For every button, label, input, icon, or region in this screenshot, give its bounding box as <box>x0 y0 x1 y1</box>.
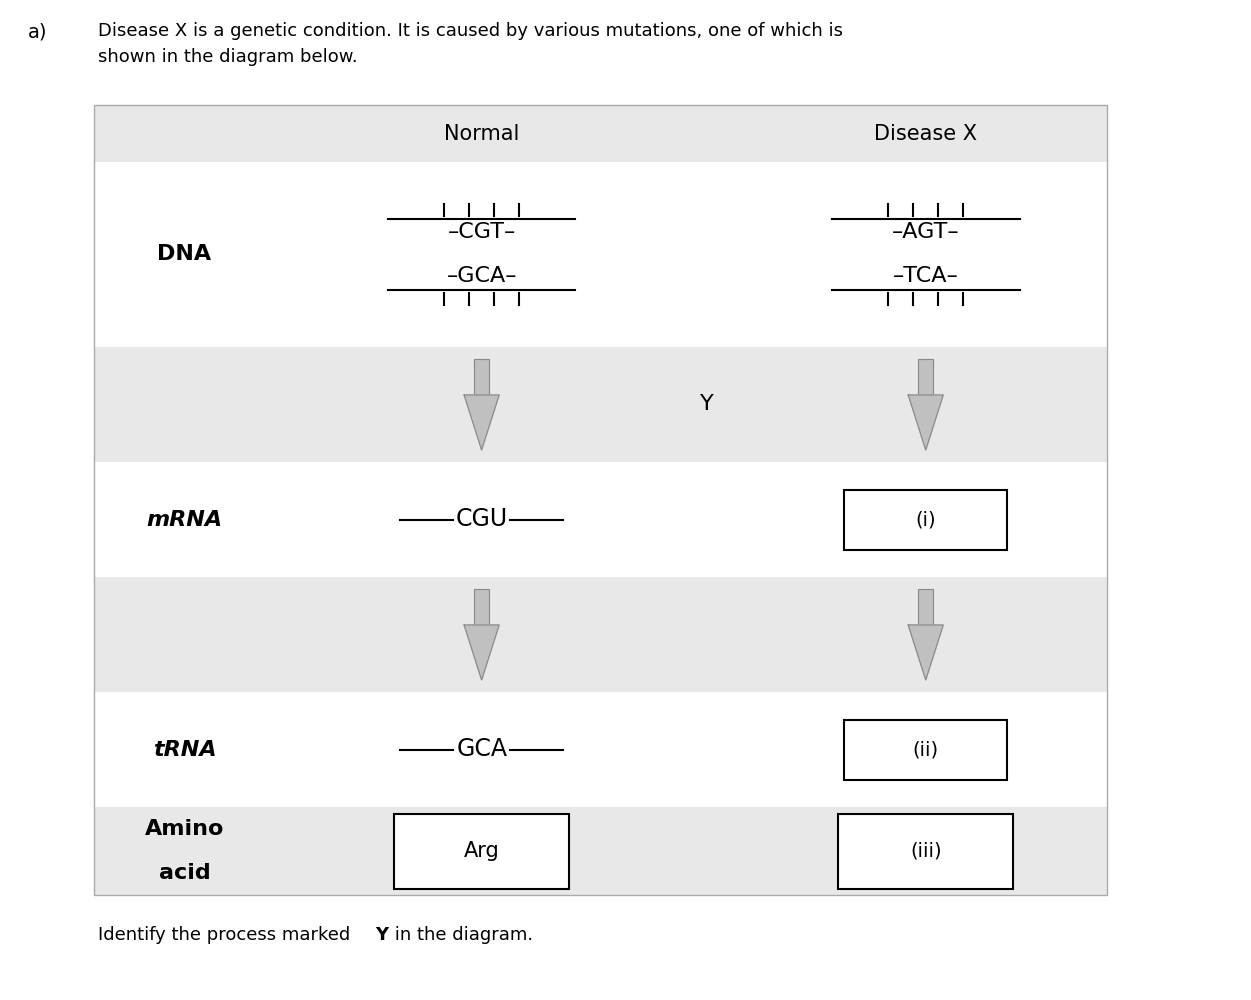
Text: Normal: Normal <box>444 123 519 143</box>
Text: shown in the diagram below.: shown in the diagram below. <box>98 48 358 66</box>
Polygon shape <box>464 395 499 450</box>
Text: Amino: Amino <box>145 819 224 839</box>
Bar <box>474 359 489 395</box>
Text: (iii): (iii) <box>909 841 942 860</box>
Text: Disease X is a genetic condition. It is caused by various mutations, one of whic: Disease X is a genetic condition. It is … <box>98 22 843 40</box>
Text: Identify the process marked: Identify the process marked <box>98 926 355 944</box>
Bar <box>94 105 1107 895</box>
Bar <box>94 162 1107 347</box>
Text: mRNA: mRNA <box>146 509 223 529</box>
Text: acid: acid <box>159 863 210 883</box>
Bar <box>94 462 1107 577</box>
Text: (ii): (ii) <box>913 740 938 759</box>
Text: CGU: CGU <box>455 507 508 531</box>
Text: –GCA–: –GCA– <box>447 266 517 286</box>
Bar <box>394 814 569 888</box>
Bar <box>94 807 1107 895</box>
Text: tRNA: tRNA <box>153 739 216 760</box>
Bar <box>918 589 933 625</box>
Text: Disease X: Disease X <box>874 123 977 143</box>
Text: (i): (i) <box>916 510 936 529</box>
Polygon shape <box>908 395 943 450</box>
Polygon shape <box>464 625 499 680</box>
Text: DNA: DNA <box>158 244 211 264</box>
Bar <box>838 814 1013 888</box>
Bar <box>94 347 1107 462</box>
Bar <box>94 692 1107 807</box>
Text: GCA: GCA <box>457 737 507 762</box>
Bar <box>918 359 933 395</box>
Bar <box>844 490 1007 550</box>
Polygon shape <box>908 625 943 680</box>
Text: in the diagram.: in the diagram. <box>389 926 533 944</box>
Bar <box>474 589 489 625</box>
Text: Arg: Arg <box>464 841 499 861</box>
Text: Y: Y <box>375 926 388 944</box>
Bar <box>844 719 1007 780</box>
Text: –CGT–: –CGT– <box>448 222 515 242</box>
Text: Y: Y <box>701 394 713 414</box>
Text: –TCA–: –TCA– <box>893 266 958 286</box>
Text: a): a) <box>28 22 48 41</box>
Bar <box>94 105 1107 162</box>
Text: –AGT–: –AGT– <box>892 222 960 242</box>
Bar <box>94 577 1107 692</box>
